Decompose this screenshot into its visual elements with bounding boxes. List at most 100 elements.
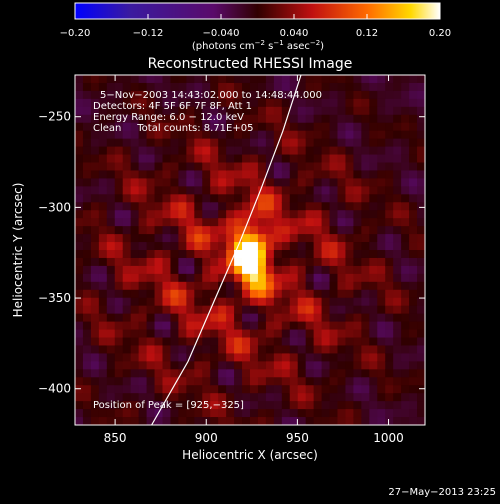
heatmap-cell [226, 305, 235, 315]
heatmap-cell [82, 178, 92, 187]
y-tick-label: −250 [38, 110, 71, 124]
heatmap-cell [289, 417, 299, 425]
heatmap-cell [218, 106, 227, 116]
heatmap-cell [194, 417, 203, 425]
heatmap-cell [98, 218, 108, 227]
heatmap-cell [162, 297, 172, 307]
heatmap-cell [202, 329, 211, 339]
heatmap-cell [218, 242, 227, 251]
heatmap-cell [313, 281, 323, 291]
heatmap-cell [377, 178, 386, 187]
heatmap-cell [401, 377, 410, 386]
heatmap-cell [265, 178, 275, 187]
heatmap-cell [377, 106, 386, 116]
heatmap-cell [90, 234, 100, 243]
heatmap-cell [154, 393, 164, 402]
heatmap-cell [82, 234, 92, 243]
heatmap-cell [130, 385, 140, 394]
heatmap-cell [210, 281, 219, 291]
heatmap-cell [329, 401, 339, 410]
heatmap-cell [90, 417, 100, 425]
heatmap-cell [329, 178, 339, 187]
heatmap-cell [289, 305, 299, 315]
heatmap-cell [313, 273, 323, 283]
heatmap-cell [234, 226, 243, 235]
heatmap-cell [106, 122, 116, 132]
heatmap-cell [337, 170, 347, 180]
heatmap-cell [146, 210, 156, 219]
heatmap-cell [114, 130, 124, 140]
heatmap-cell [305, 369, 315, 378]
heatmap-cell [385, 401, 394, 410]
heatmap-cell [393, 82, 402, 92]
heatmap-cell [361, 257, 370, 267]
annotation-detectors: Detectors: 4F 5F 6F 7F 8F, Att 1 [93, 101, 252, 112]
heatmap-cell [98, 305, 108, 315]
heatmap-cell [385, 210, 394, 219]
heatmap-cell [234, 154, 243, 164]
heatmap-cell [226, 281, 235, 291]
heatmap-cell [90, 401, 100, 410]
heatmap-cell [257, 154, 267, 164]
heatmap-cell [289, 281, 299, 291]
heatmap-cell [114, 194, 124, 203]
heatmap-cell [226, 329, 235, 339]
heatmap-cell [361, 210, 370, 219]
heatmap-cell [178, 273, 187, 283]
heatmap-cell [75, 75, 84, 84]
heatmap-cell [82, 385, 92, 394]
heatmap-cell [337, 82, 347, 92]
heatmap-cell [138, 393, 148, 402]
heatmap-cell [178, 257, 187, 267]
heatmap-cell [194, 353, 203, 362]
heatmap-cell [122, 146, 132, 156]
heatmap-cell [154, 146, 164, 156]
heatmap-cell [345, 377, 355, 386]
heatmap-cell [154, 106, 164, 116]
heatmap-cell [417, 122, 425, 132]
heatmap-cell [265, 313, 275, 323]
heatmap-cell [321, 393, 331, 402]
heatmap-cell [369, 385, 378, 394]
heatmap-cell [273, 186, 283, 195]
heatmap-cell [186, 273, 195, 283]
heatmap-cell [114, 313, 124, 323]
heatmap-cell [337, 385, 347, 394]
heatmap-cell [170, 218, 180, 227]
heatmap-cell [130, 250, 140, 259]
heatmap-cell [257, 146, 267, 156]
heatmap-cell [273, 385, 283, 394]
heatmap-cell [353, 90, 362, 100]
heatmap-cell [122, 178, 132, 187]
heatmap-cell [242, 273, 251, 283]
heatmap-cell [345, 353, 355, 362]
heatmap-cell [297, 305, 307, 315]
heatmap-cell [162, 281, 172, 291]
heatmap-cell [194, 297, 203, 307]
heatmap-cell [194, 281, 203, 291]
heatmap-cell [289, 393, 299, 402]
heatmap-cell [369, 90, 378, 100]
heatmap-cell [210, 417, 219, 425]
heatmap-cell [178, 218, 187, 227]
heatmap-cell [289, 345, 299, 355]
heatmap-cell [154, 122, 164, 132]
heatmap-cell [337, 106, 347, 116]
heatmap-cell [297, 146, 307, 156]
heatmap-cell [226, 377, 235, 386]
heatmap-cell [210, 226, 219, 235]
heatmap-cell [138, 98, 148, 108]
heatmap-cell [321, 114, 331, 124]
heatmap-cell [114, 281, 124, 291]
heatmap-cell [146, 257, 156, 267]
heatmap-cell [218, 90, 227, 100]
heatmap-cell [146, 369, 156, 378]
heatmap-cell [210, 385, 219, 394]
heatmap-cell [170, 226, 180, 235]
heatmap-cell [106, 250, 116, 259]
heatmap-cell [106, 305, 116, 315]
heatmap-cell [178, 234, 187, 243]
heatmap-cell [369, 257, 378, 267]
heatmap-cell [178, 114, 187, 124]
colorbar-gradient [75, 3, 440, 19]
